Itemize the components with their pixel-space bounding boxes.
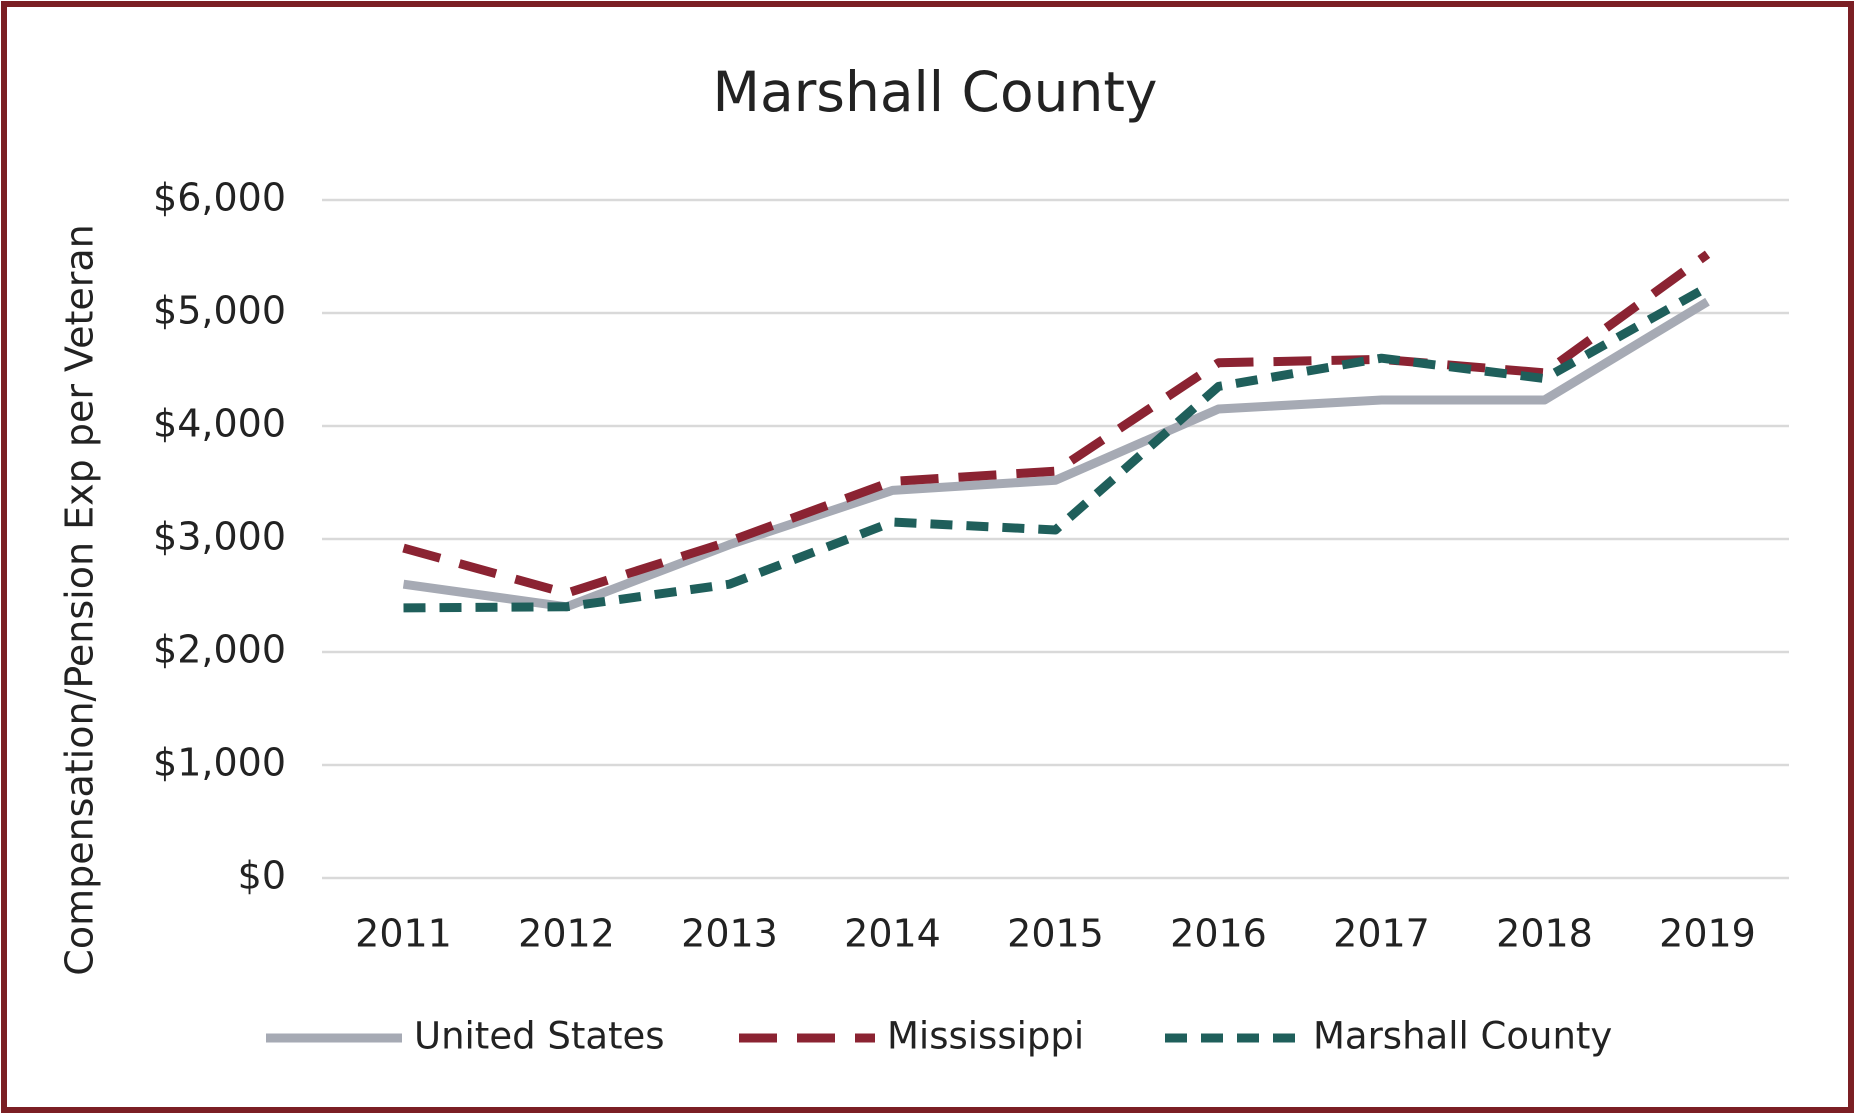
y-tick-label: $2,000 [153, 628, 286, 672]
legend-label: Marshall County [1313, 1015, 1612, 1058]
y-tick-label: $3,000 [153, 515, 286, 559]
x-tick-label: 2014 [844, 912, 941, 956]
y-tick-label: $0 [238, 854, 286, 898]
x-tick-label: 2016 [1170, 912, 1267, 956]
y-tick-label: $4,000 [153, 402, 286, 446]
x-tick-label: 2013 [681, 912, 778, 956]
y-tick-label: $5,000 [153, 289, 286, 333]
x-tick-label: 2017 [1333, 912, 1430, 956]
series-line [402, 297, 1710, 612]
x-tick-label: 2011 [355, 912, 452, 956]
series-line [403, 283, 1710, 613]
x-tick-label: 2018 [1496, 912, 1593, 956]
legend-label: Mississippi [887, 1015, 1084, 1058]
legend-label: United States [414, 1015, 665, 1058]
chart-title: Marshall County [713, 60, 1158, 124]
x-tick-label: 2012 [518, 912, 615, 956]
x-tick-label: 2015 [1007, 912, 1104, 956]
y-tick-label: $1,000 [153, 741, 286, 785]
y-axis-title: Compensation/Pension Exp per Veteran [58, 224, 102, 975]
y-tick-label: $6,000 [153, 176, 286, 220]
x-tick-label: 2019 [1659, 912, 1756, 956]
